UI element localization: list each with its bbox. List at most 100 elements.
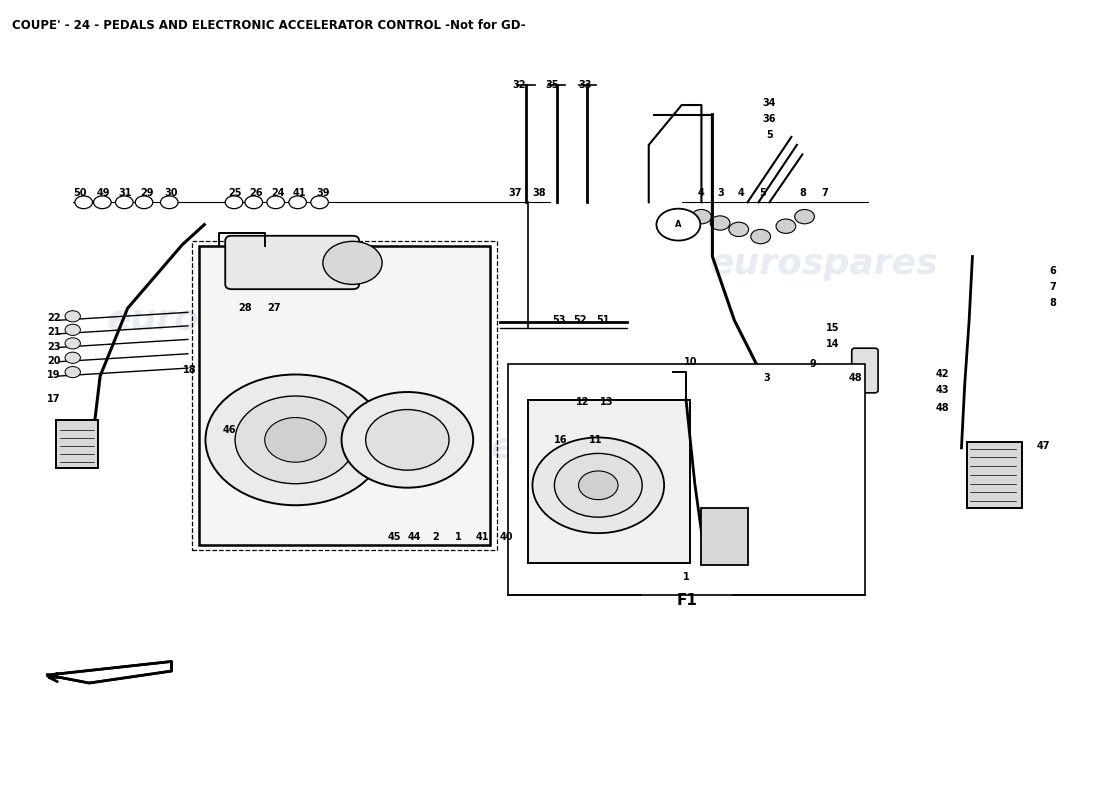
Text: 32: 32	[513, 80, 526, 90]
Text: 43: 43	[936, 386, 949, 395]
Circle shape	[235, 396, 355, 484]
Bar	[528, 400, 691, 563]
Text: 14: 14	[826, 339, 839, 349]
Circle shape	[65, 324, 80, 335]
Circle shape	[341, 392, 473, 488]
Text: 1: 1	[683, 572, 690, 582]
Circle shape	[116, 196, 133, 209]
Circle shape	[311, 196, 329, 209]
Text: 26: 26	[250, 188, 263, 198]
Circle shape	[794, 210, 814, 224]
Text: 34: 34	[762, 98, 777, 109]
Text: 5: 5	[759, 188, 767, 198]
Text: 28: 28	[239, 303, 252, 314]
Circle shape	[161, 196, 178, 209]
Text: 3: 3	[763, 373, 771, 382]
Circle shape	[206, 374, 385, 506]
Text: 6: 6	[1049, 266, 1056, 276]
Text: 11: 11	[590, 435, 603, 445]
Circle shape	[65, 338, 80, 349]
Circle shape	[588, 434, 632, 466]
Text: eurospares: eurospares	[491, 431, 719, 465]
Text: 47: 47	[1037, 442, 1050, 451]
Text: COUPE' - 24 - PEDALS AND ELECTRONIC ACCELERATOR CONTROL -Not for GD-: COUPE' - 24 - PEDALS AND ELECTRONIC ACCE…	[12, 19, 526, 32]
Circle shape	[65, 366, 80, 378]
Circle shape	[323, 242, 382, 285]
Text: A: A	[607, 446, 614, 454]
Text: 21: 21	[47, 327, 60, 338]
Text: 33: 33	[579, 80, 592, 90]
Circle shape	[657, 209, 701, 241]
Bar	[782, 392, 848, 466]
Text: 31: 31	[119, 188, 132, 198]
Text: 1: 1	[454, 532, 461, 542]
Text: 20: 20	[47, 356, 60, 366]
Circle shape	[135, 196, 153, 209]
FancyBboxPatch shape	[226, 236, 359, 289]
Circle shape	[592, 438, 609, 450]
Text: 24: 24	[271, 188, 285, 198]
Text: 25: 25	[229, 188, 242, 198]
Text: 16: 16	[554, 435, 568, 445]
Text: 19: 19	[47, 370, 60, 380]
Circle shape	[65, 310, 80, 322]
Circle shape	[65, 352, 80, 363]
Text: 10: 10	[684, 357, 697, 366]
FancyBboxPatch shape	[851, 348, 878, 393]
Text: 9: 9	[810, 359, 816, 369]
Text: 22: 22	[47, 313, 60, 323]
Text: 35: 35	[546, 80, 559, 90]
Text: 4: 4	[737, 188, 745, 198]
Circle shape	[532, 438, 664, 533]
Circle shape	[75, 196, 92, 209]
Polygon shape	[47, 662, 172, 683]
Text: 3: 3	[718, 188, 725, 198]
Text: 29: 29	[141, 188, 154, 198]
Circle shape	[598, 400, 620, 416]
Text: 4: 4	[698, 188, 705, 198]
Text: 30: 30	[165, 188, 178, 198]
Bar	[967, 442, 1022, 508]
Bar	[56, 420, 98, 468]
Text: 5: 5	[766, 130, 773, 140]
Circle shape	[226, 196, 243, 209]
Text: 48: 48	[936, 403, 949, 413]
Text: 8: 8	[1049, 298, 1056, 308]
Text: 50: 50	[74, 188, 87, 198]
Text: 13: 13	[601, 397, 614, 406]
Circle shape	[245, 196, 263, 209]
Text: A: A	[675, 220, 682, 229]
Text: 49: 49	[97, 188, 110, 198]
Text: 53: 53	[552, 315, 565, 326]
Circle shape	[94, 196, 111, 209]
Text: 15: 15	[826, 323, 839, 334]
Bar	[199, 246, 490, 545]
Circle shape	[692, 210, 712, 224]
Text: 51: 51	[596, 315, 609, 326]
Text: F1: F1	[676, 594, 697, 608]
Circle shape	[554, 454, 642, 517]
Circle shape	[751, 230, 770, 244]
Text: 41: 41	[293, 188, 307, 198]
Text: 45: 45	[387, 532, 400, 542]
Text: eurospares: eurospares	[710, 247, 938, 282]
Text: 2: 2	[432, 532, 439, 542]
Circle shape	[579, 471, 618, 500]
Text: eurospares: eurospares	[107, 303, 336, 338]
Bar	[508, 364, 865, 595]
Text: 7: 7	[1049, 282, 1056, 292]
Bar	[702, 508, 748, 565]
Text: 41: 41	[475, 532, 488, 542]
Text: 52: 52	[573, 315, 586, 326]
Text: 39: 39	[316, 188, 330, 198]
Text: 27: 27	[266, 303, 280, 314]
Text: 48: 48	[848, 373, 861, 382]
Text: 17: 17	[47, 394, 60, 404]
Text: 40: 40	[499, 532, 513, 542]
Circle shape	[265, 418, 327, 462]
Circle shape	[365, 410, 449, 470]
Circle shape	[711, 216, 730, 230]
Circle shape	[289, 196, 307, 209]
Text: 36: 36	[762, 114, 777, 124]
Text: 37: 37	[508, 188, 521, 198]
